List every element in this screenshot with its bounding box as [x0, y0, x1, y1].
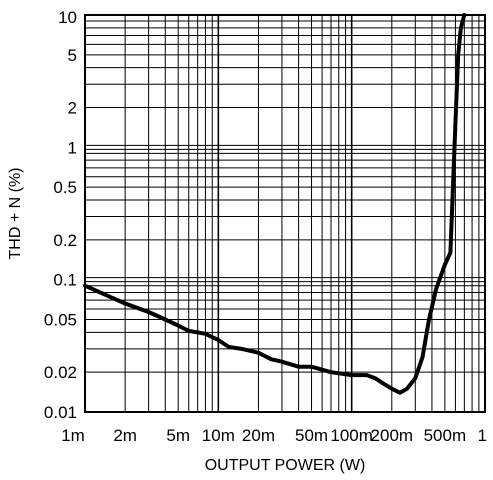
y-tick-label: 0.1 — [53, 271, 77, 290]
x-tick-label: 50m — [295, 426, 328, 445]
y-tick-label: 0.5 — [53, 178, 77, 197]
y-tick-label: 0.05 — [44, 311, 77, 330]
grid-major — [85, 15, 485, 412]
x-tick-label: 500m — [424, 426, 467, 445]
y-tick-label: 10 — [58, 8, 77, 27]
y-tick-label: 1 — [68, 138, 77, 157]
x-tick-label: 5m — [166, 426, 190, 445]
y-tick-label: 0.01 — [44, 403, 77, 422]
x-tick-label: 100m — [330, 426, 373, 445]
y-tick-label: 2 — [68, 98, 77, 117]
y-tick-label: 0.02 — [44, 363, 77, 382]
y-tick-label: 0.2 — [53, 231, 77, 250]
y-axis-title: THD + N (%) — [7, 168, 24, 260]
x-tick-label: 2m — [113, 426, 137, 445]
y-tick-label: 5 — [68, 46, 77, 65]
series-layer — [83, 13, 467, 395]
x-tick-label: 20m — [242, 426, 275, 445]
x-tick-label: 200m — [371, 426, 414, 445]
y-tick-labels: 0.01 0.02 0.05 0.1 0.2 0.5 1 2 5 10 — [44, 8, 77, 422]
series-line — [83, 13, 467, 395]
x-tick-label: 1m — [61, 426, 85, 445]
x-axis-title: OUTPUT POWER (W) — [205, 457, 366, 474]
plot-frame — [84, 14, 486, 413]
x-tick-label: 10m — [202, 426, 235, 445]
grid-minor — [85, 15, 485, 412]
x-tick-label: 1 — [478, 426, 487, 445]
